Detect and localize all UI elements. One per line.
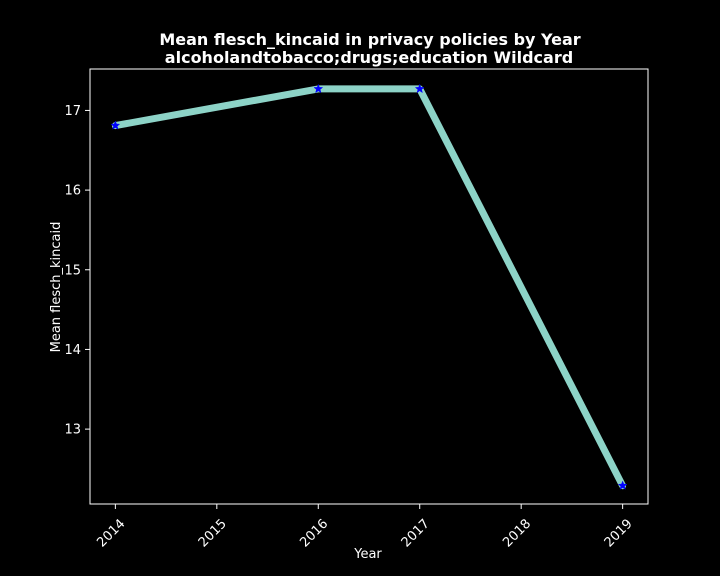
x-tick-label: 2018 [500, 516, 534, 550]
x-tick-label: 2015 [196, 516, 230, 550]
chart-title-line-1: Mean flesch_kincaid in privacy policies … [159, 30, 580, 49]
series-markers [110, 83, 628, 490]
data-point-star [110, 120, 121, 130]
y-axis-label: Mean flesch_kincaid [49, 222, 64, 353]
x-tick-label: 2017 [399, 516, 433, 550]
chart-title-line-2: alcoholandtobacco;drugs;education Wildca… [165, 48, 573, 67]
x-tick-label: 2019 [602, 516, 636, 550]
series-path [111, 85, 627, 490]
y-tick-label: 15 [64, 263, 81, 278]
y-tick-label: 16 [64, 184, 81, 199]
y-tick-label: 17 [64, 104, 81, 119]
y-axis-ticks: 13 14 15 16 17 [64, 104, 90, 438]
data-point-star [414, 83, 425, 94]
data-point-star [617, 480, 628, 490]
data-point-star [313, 83, 324, 94]
x-axis-ticks: 2014 2015 2016 2017 2018 2019 [94, 504, 636, 550]
y-tick-label: 13 [64, 423, 81, 438]
x-tick-label: 2016 [297, 516, 331, 550]
x-tick-label: 2014 [94, 516, 128, 550]
series-line [111, 85, 627, 490]
x-axis-label: Year [353, 547, 382, 562]
y-tick-label: 14 [64, 343, 81, 358]
plot-area-frame [89, 68, 649, 505]
